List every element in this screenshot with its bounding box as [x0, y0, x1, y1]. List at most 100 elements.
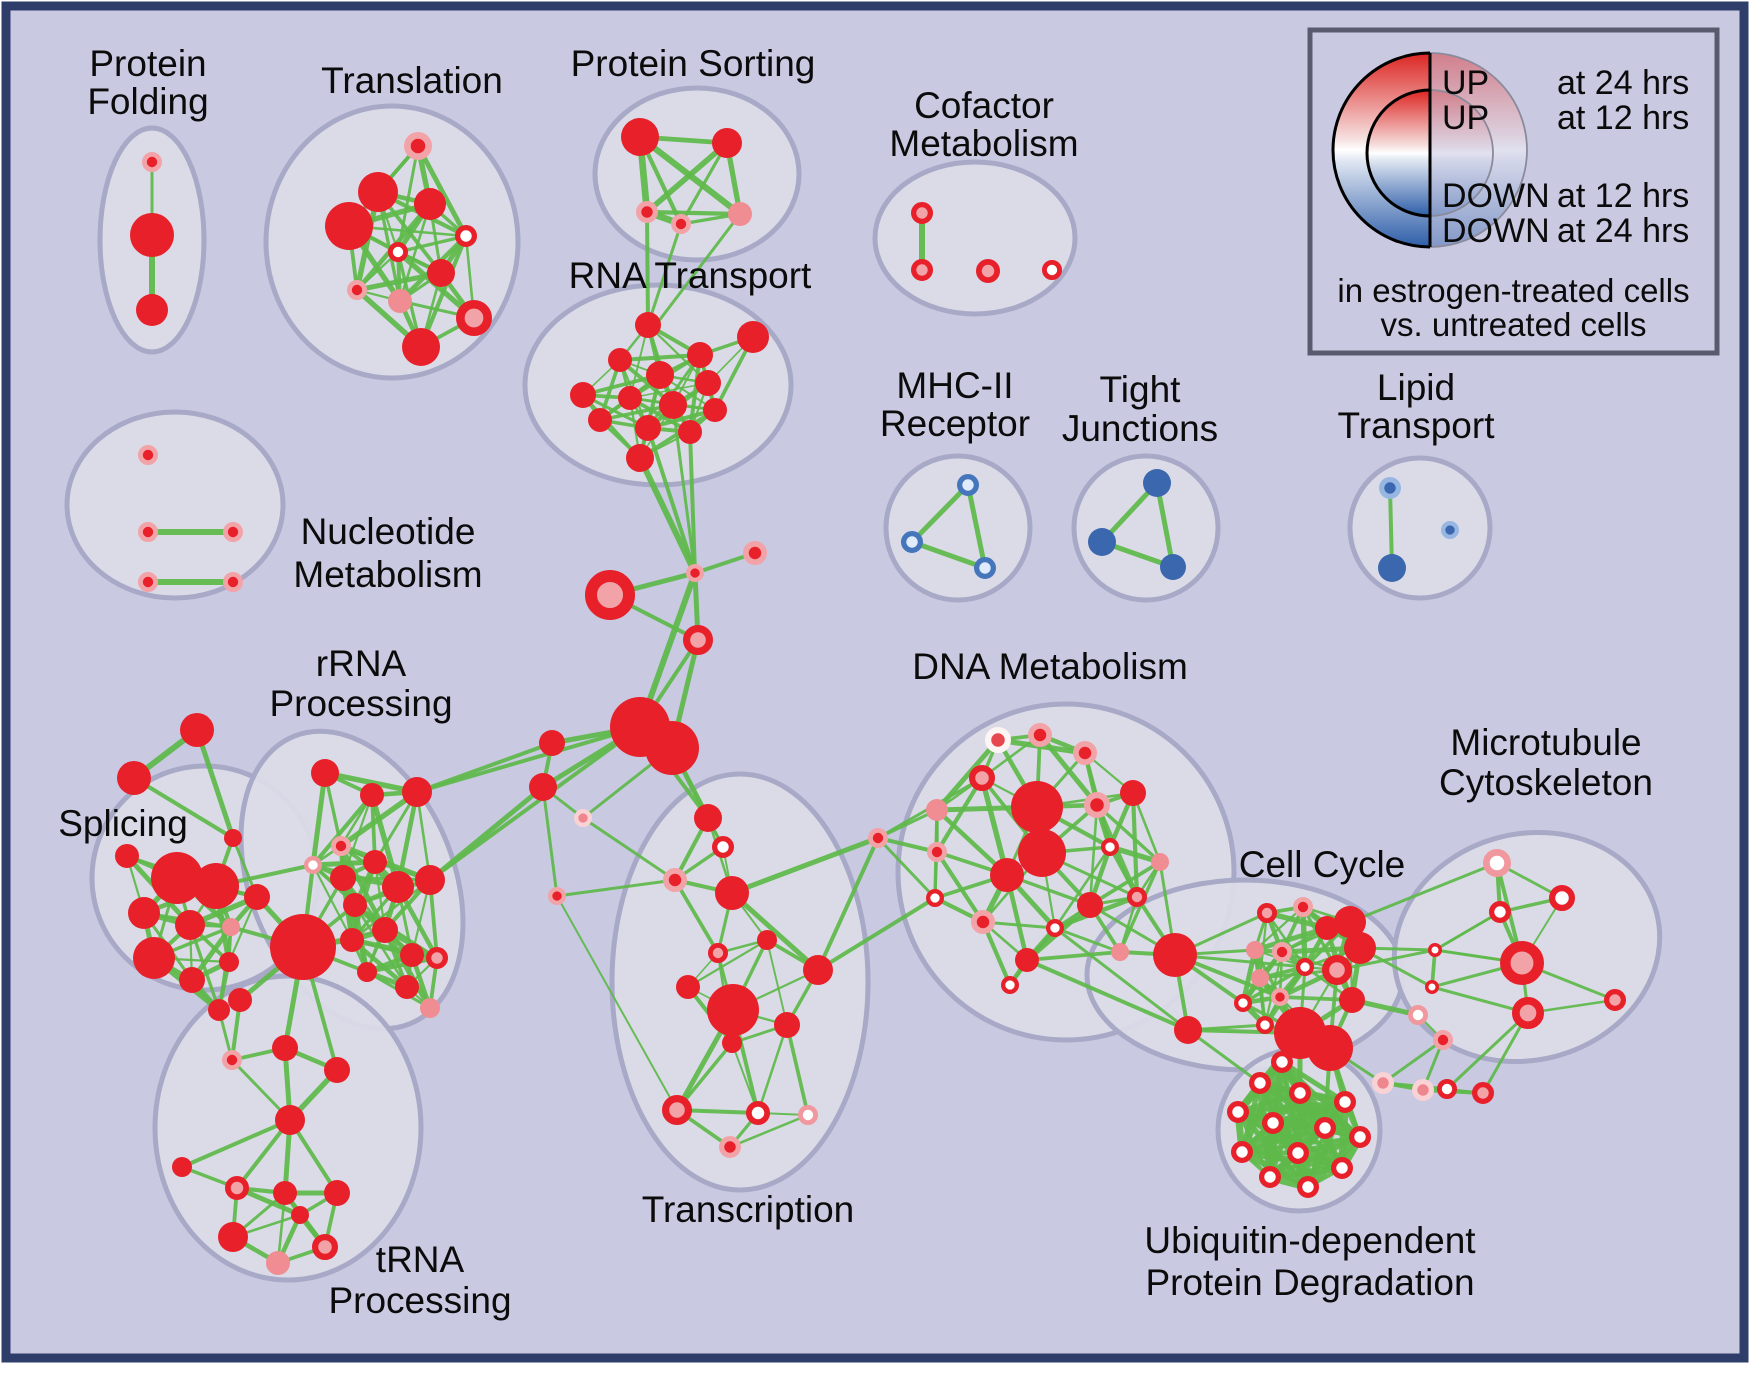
connector-edge: [1025, 958, 1190, 1032]
cluster-nucleotide-metabolism-ellipse: [64, 409, 286, 601]
edge-rrna-processing: [311, 863, 354, 942]
gene-node: [228, 988, 252, 1012]
gene-node: [635, 415, 661, 441]
connector-node: [645, 721, 699, 775]
gene-node: [311, 1233, 338, 1260]
gene-node: [427, 259, 455, 287]
gene-node: [1015, 948, 1039, 972]
gene-node: [137, 444, 158, 465]
gene-node: [703, 398, 727, 422]
gene-node: [382, 871, 414, 903]
gene-node: [1482, 848, 1511, 877]
edge-rrna-processing: [382, 927, 433, 1011]
gene-node: [387, 241, 408, 262]
gene-node: [715, 876, 749, 910]
gene-node: [1321, 954, 1352, 985]
gene-node: [976, 259, 1001, 284]
gene-node: [403, 132, 432, 161]
gene-node: [774, 1012, 800, 1038]
edge-transcription: [785, 1023, 810, 1117]
connector-node: [117, 761, 151, 795]
gene-node: [1334, 906, 1366, 938]
gene-node: [974, 557, 997, 580]
gene-node: [707, 984, 759, 1036]
gene-node: [1227, 1101, 1250, 1124]
gene-node: [456, 300, 493, 337]
gene-node: [324, 1057, 350, 1083]
gene-node: [708, 943, 729, 964]
gene-node: [1011, 781, 1063, 833]
gene-node: [636, 200, 659, 223]
gene-node: [925, 888, 944, 907]
gene-node: [1234, 993, 1253, 1012]
gene-node: [712, 128, 742, 158]
gene-node: [1120, 780, 1146, 806]
cluster-lipid-transport-ellipse: [1347, 455, 1493, 601]
gene-node: [1334, 1091, 1357, 1114]
gene-node: [222, 918, 240, 936]
edge-ubiquitin-degradation: [1239, 1125, 1328, 1155]
edge-transcription: [728, 1113, 810, 1149]
connector-edge: [194, 727, 236, 841]
edge-trna-processing: [180, 1118, 292, 1169]
gene-node: [360, 783, 384, 807]
edge-rrna-processing: [310, 770, 328, 868]
gene-node: [372, 917, 398, 943]
gene-node: [324, 1180, 350, 1206]
connector-node: [685, 563, 704, 582]
gene-node: [275, 1105, 305, 1135]
gene-node: [128, 897, 160, 929]
gene-node: [1028, 723, 1053, 748]
gene-node: [746, 1101, 771, 1126]
connector-edge: [671, 403, 697, 575]
gene-node: [671, 213, 692, 234]
gene-node: [1231, 1141, 1254, 1164]
gene-node: [626, 444, 654, 472]
gene-node: [291, 1206, 309, 1224]
edge-ubiquitin-degradation: [1266, 1164, 1346, 1181]
edge-rna-transport: [629, 382, 709, 399]
cluster-transcription-ellipse: [609, 771, 871, 1193]
gene-node: [219, 952, 239, 972]
edge-dna-metabolism: [1088, 860, 1162, 907]
gene-node: [1339, 987, 1365, 1013]
gene-node: [694, 804, 722, 832]
gene-node: [1379, 477, 1402, 500]
connector-edge: [132, 776, 235, 840]
gene-node: [635, 312, 661, 338]
gene-node: [340, 928, 364, 952]
gene-node: [1315, 916, 1339, 940]
gene-node: [455, 224, 478, 247]
connector-node: [180, 713, 214, 747]
connector-edge: [1430, 985, 1530, 1015]
gene-node: [1289, 1082, 1312, 1105]
connector-edge: [645, 210, 650, 327]
connector-node: [547, 886, 566, 905]
connector-edge: [541, 785, 559, 898]
connector-edge: [556, 895, 678, 1111]
connector-edge: [646, 222, 683, 327]
edge-transcription: [766, 939, 788, 1026]
gene-node: [618, 386, 642, 410]
connector-edge: [650, 212, 742, 332]
gene-node: [1500, 941, 1545, 986]
edge-dna-metabolism: [934, 775, 985, 855]
edge-translation: [354, 270, 444, 293]
gene-node: [133, 937, 175, 979]
gene-node: [678, 420, 702, 444]
gene-node: [1428, 943, 1442, 957]
gene-node: [330, 836, 351, 857]
legend-outer-left-outline: [1331, 51, 1431, 249]
edge-dna-metabolism: [1053, 845, 1112, 930]
edge-rrna-processing: [338, 789, 420, 849]
gene-node: [687, 342, 713, 368]
gene-node: [304, 855, 323, 874]
connector-edge: [1186, 1028, 1262, 1085]
gene-node: [757, 930, 777, 950]
gene-node: [911, 201, 934, 224]
legend-inner-right-outline: [1429, 89, 1494, 217]
gene-node: [608, 348, 632, 372]
gene-node: [208, 999, 230, 1021]
edge-protein-sorting: [644, 209, 743, 217]
